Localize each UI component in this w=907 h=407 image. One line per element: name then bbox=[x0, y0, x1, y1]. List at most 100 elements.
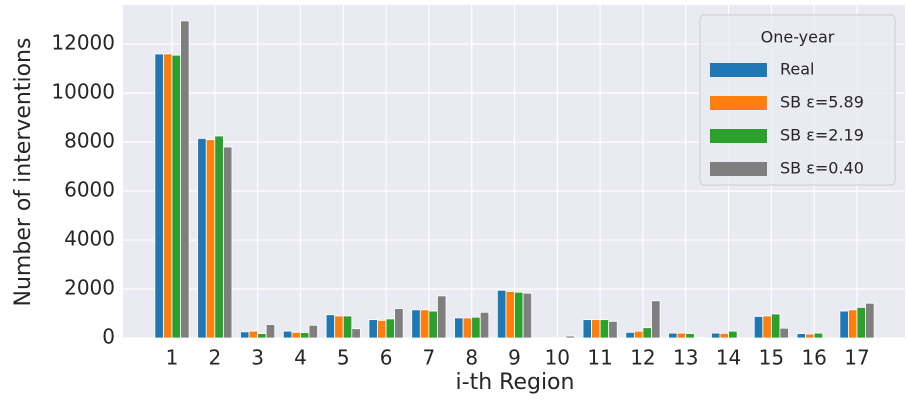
x-tick-label: 11 bbox=[587, 346, 612, 370]
bar bbox=[462, 317, 473, 339]
x-tick-label: 6 bbox=[380, 346, 393, 370]
bar bbox=[719, 332, 729, 339]
bar bbox=[479, 311, 490, 339]
bar bbox=[385, 318, 396, 339]
bar bbox=[633, 330, 644, 339]
x-tick-label: 2 bbox=[208, 346, 221, 370]
bar bbox=[779, 327, 789, 339]
legend-label: SB ε=2.19 bbox=[780, 126, 864, 145]
bar bbox=[711, 332, 721, 339]
x-tick-label: 10 bbox=[545, 346, 570, 370]
bar bbox=[685, 333, 695, 339]
bar bbox=[693, 336, 704, 339]
bar bbox=[762, 315, 772, 339]
bar bbox=[591, 319, 601, 339]
y-tick-label: 10000 bbox=[51, 80, 115, 104]
bar bbox=[197, 138, 207, 339]
bar bbox=[428, 310, 438, 339]
bar bbox=[608, 320, 618, 339]
bar bbox=[282, 330, 293, 339]
bar bbox=[454, 317, 464, 339]
legend-label: Real bbox=[780, 60, 815, 79]
x-tick-label: 7 bbox=[423, 346, 436, 370]
bar bbox=[839, 310, 849, 339]
x-tick-label: 14 bbox=[716, 346, 741, 370]
bar bbox=[865, 302, 875, 339]
bar bbox=[368, 319, 378, 339]
x-tick-label: 15 bbox=[759, 346, 784, 370]
bar bbox=[205, 139, 216, 339]
bar bbox=[419, 309, 430, 339]
bar bbox=[325, 314, 336, 339]
bar bbox=[265, 324, 276, 339]
bar bbox=[437, 295, 447, 339]
x-tick-label: 13 bbox=[673, 346, 698, 370]
legend-swatch bbox=[710, 162, 767, 176]
legend-title: One-year bbox=[761, 28, 835, 47]
bar bbox=[805, 333, 815, 339]
x-tick-label: 12 bbox=[630, 346, 655, 370]
legend-swatch bbox=[710, 63, 767, 77]
bar bbox=[471, 316, 481, 339]
x-tick-label: 8 bbox=[465, 346, 478, 370]
y-tick-label: 8000 bbox=[64, 129, 115, 153]
y-tick-label: 12000 bbox=[51, 31, 115, 55]
x-tick-label: 17 bbox=[844, 346, 869, 370]
bar bbox=[334, 315, 344, 339]
bar bbox=[351, 328, 361, 339]
bar bbox=[651, 300, 661, 339]
bar bbox=[856, 306, 866, 339]
bar bbox=[240, 331, 250, 339]
bar bbox=[582, 319, 592, 339]
x-tick-label: 5 bbox=[337, 346, 350, 370]
y-tick-label: 4000 bbox=[64, 227, 115, 251]
bar bbox=[171, 54, 181, 339]
bar bbox=[642, 327, 652, 339]
bar bbox=[214, 135, 224, 339]
bar bbox=[668, 332, 678, 339]
bar bbox=[180, 20, 190, 339]
bar bbox=[848, 309, 858, 339]
x-tick-label: 1 bbox=[166, 346, 179, 370]
bar bbox=[154, 53, 164, 339]
legend: One-year Real SB ε=5.89 SB ε=2.19 SB ε=0.40 bbox=[699, 14, 896, 186]
bar bbox=[796, 333, 807, 339]
legend-swatch bbox=[710, 96, 767, 110]
x-tick-label: 9 bbox=[508, 346, 521, 370]
bar bbox=[514, 291, 524, 339]
bar bbox=[753, 316, 764, 339]
bar bbox=[496, 289, 507, 339]
bar bbox=[308, 324, 318, 339]
bar bbox=[813, 332, 824, 339]
bar bbox=[522, 292, 533, 339]
bar bbox=[625, 331, 635, 339]
legend-swatch bbox=[710, 129, 767, 143]
bar bbox=[565, 335, 575, 339]
bar bbox=[411, 309, 421, 339]
bar bbox=[300, 332, 310, 339]
bar bbox=[257, 333, 267, 339]
bar bbox=[599, 319, 610, 339]
bar bbox=[505, 291, 515, 339]
bar bbox=[222, 146, 233, 339]
bar bbox=[394, 308, 404, 339]
y-tick-label: 0 bbox=[102, 325, 115, 349]
bar bbox=[163, 53, 173, 339]
legend-label: SB ε=0.40 bbox=[780, 159, 864, 178]
bar bbox=[676, 332, 687, 339]
bar bbox=[291, 331, 301, 339]
bar bbox=[342, 315, 353, 339]
bar bbox=[377, 319, 387, 339]
x-tick-label: 3 bbox=[251, 346, 264, 370]
x-tick-label: 16 bbox=[801, 346, 826, 370]
x-tick-label: 4 bbox=[294, 346, 307, 370]
bar bbox=[728, 330, 738, 339]
y-tick-label: 2000 bbox=[64, 276, 115, 300]
bar bbox=[248, 330, 259, 339]
y-axis-label: Number of interventions bbox=[11, 38, 36, 307]
x-axis-label: i-th Region bbox=[456, 370, 575, 395]
bars bbox=[154, 20, 875, 339]
y-tick-label: 6000 bbox=[64, 178, 115, 202]
legend-label: SB ε=5.89 bbox=[780, 93, 864, 112]
